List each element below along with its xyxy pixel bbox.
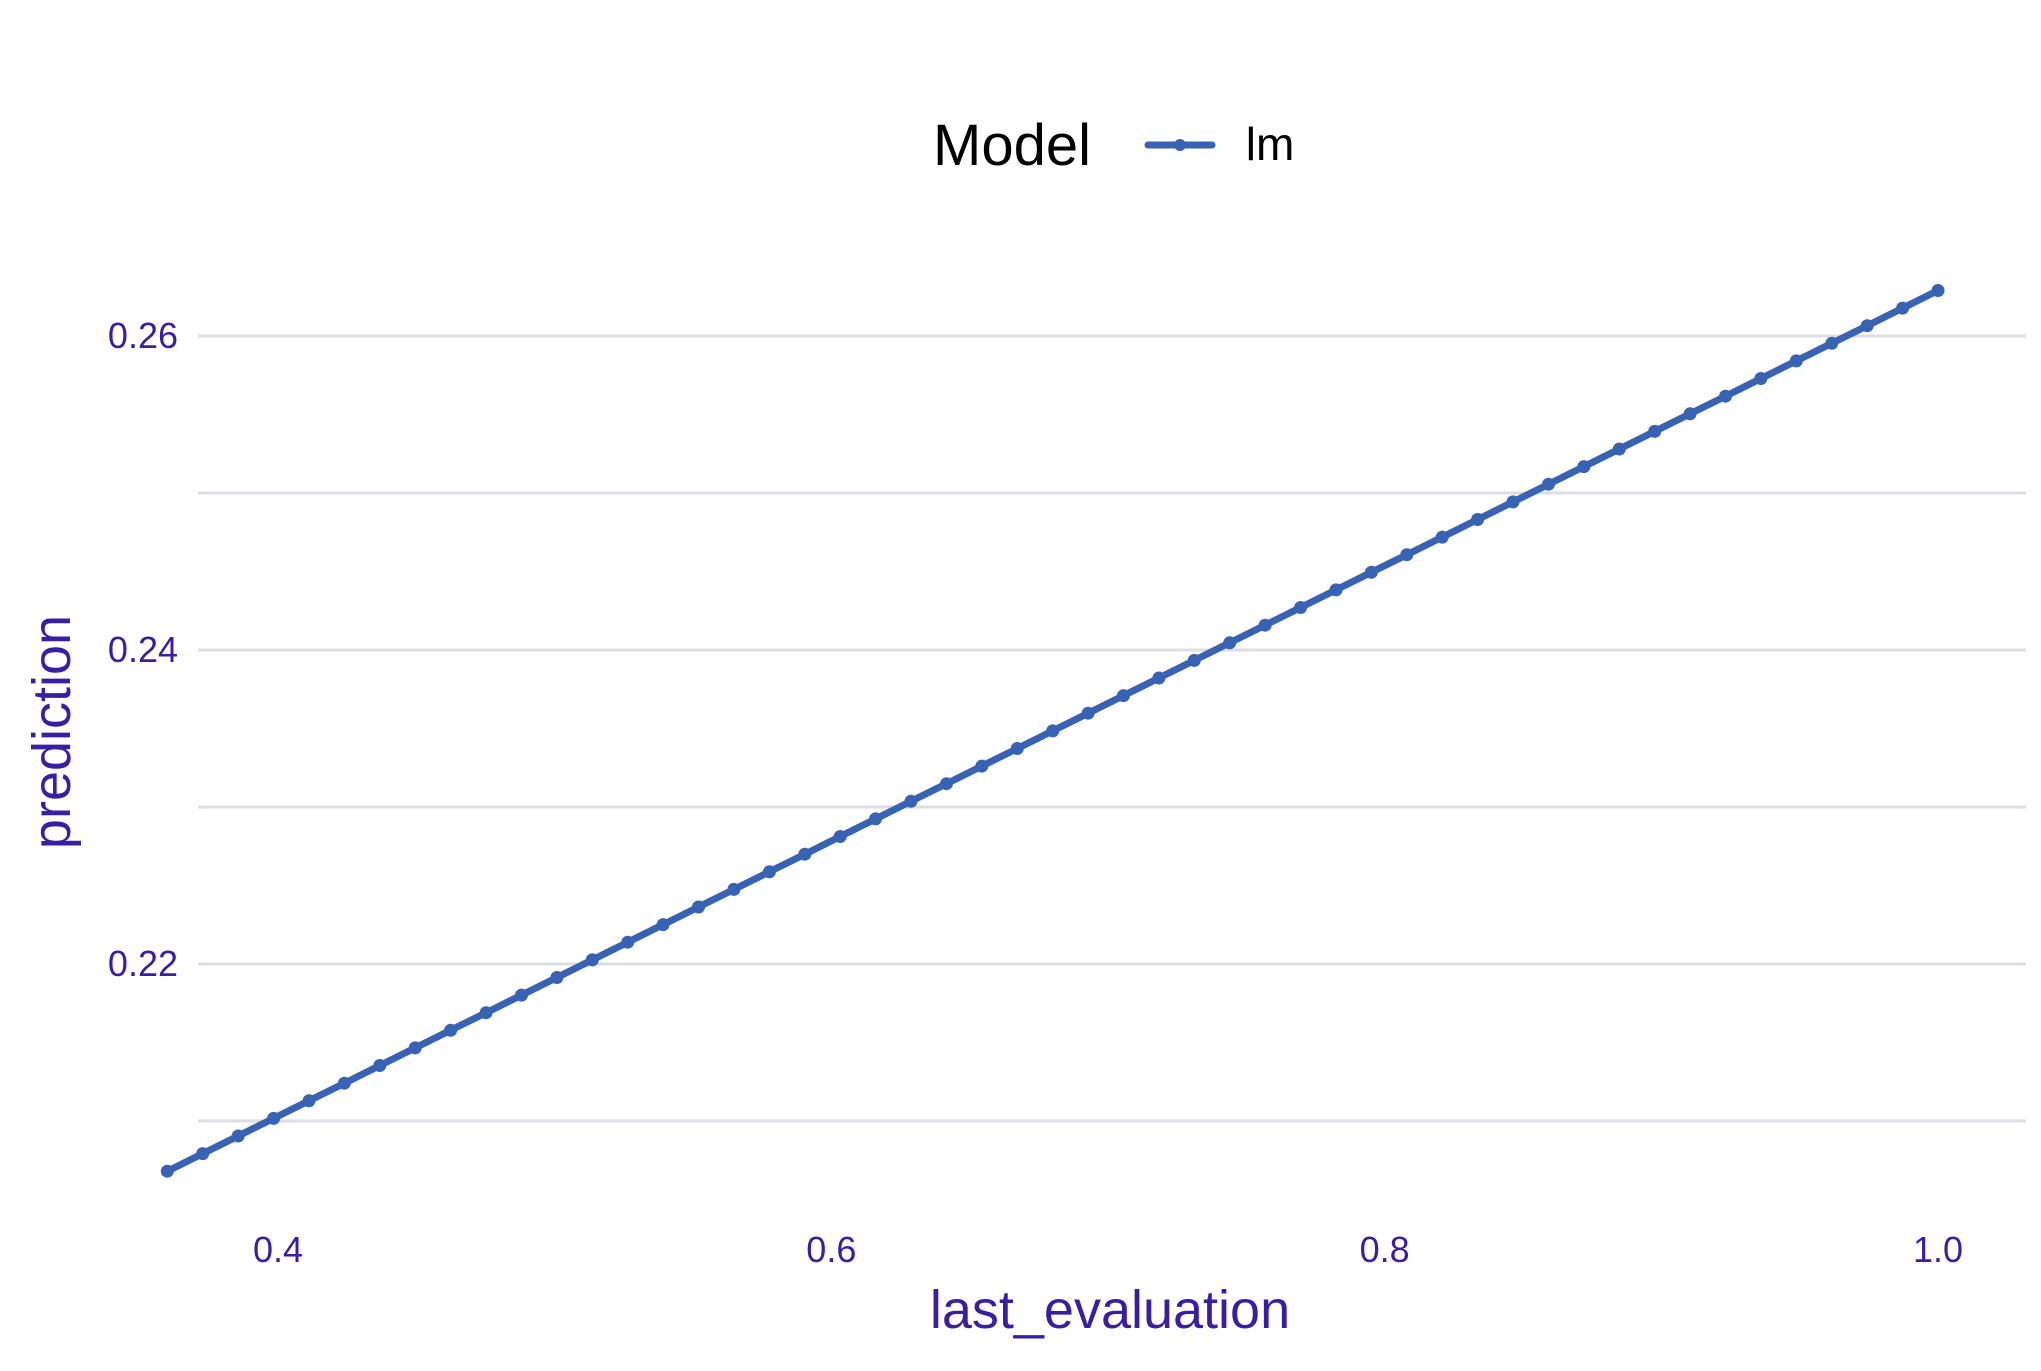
data-point [160,1164,174,1178]
data-point [1506,495,1520,509]
data-point [762,865,776,879]
data-point [1152,671,1166,685]
y-axis-title: prediction [22,615,82,849]
data-point [1400,548,1414,562]
legend-title: Model [933,113,1091,178]
data-point [196,1147,210,1161]
data-point [479,1006,493,1020]
x-tick-label: 1.0 [1913,1229,1963,1270]
data-point [1223,636,1237,650]
data-point [1435,530,1449,544]
data-point [1010,742,1024,755]
data-point [1364,565,1378,579]
data-point [373,1059,387,1072]
data-point [408,1041,422,1055]
data-point [1612,442,1626,456]
data-point [231,1129,245,1143]
x-tick-label: 0.8 [1360,1229,1410,1270]
legend-entry-lm: lm [1246,118,1295,170]
legend-key-point [1174,139,1186,151]
data-point [1294,601,1308,614]
data-point [869,812,883,826]
y-tick-label: 0.24 [108,629,178,670]
data-point [1258,618,1272,632]
data-point [1542,477,1555,491]
data-point [727,882,741,896]
data-point [904,794,918,808]
data-point [1081,706,1095,720]
data-point [1896,301,1910,315]
data-point [1860,319,1874,333]
y-tick-label: 0.22 [108,943,178,984]
data-point [515,988,528,1002]
data-point [337,1076,351,1090]
data-point [975,759,989,773]
data-point [692,900,705,914]
data-point [1719,389,1732,403]
data-point [621,935,635,949]
data-point [656,918,670,932]
series-lm [160,284,1945,1178]
data-point [585,953,599,967]
y-axis-ticks: 0.22 0.24 0.26 [108,315,178,984]
data-point [1329,583,1343,597]
data-point [302,1094,316,1108]
data-point [1471,513,1485,526]
x-axis-title: last_evaluation [930,1280,1290,1340]
data-point [939,777,953,791]
data-point [1046,724,1060,738]
data-point [1754,372,1768,385]
data-point [1683,407,1697,421]
data-point [1789,354,1803,368]
data-point [1117,689,1130,703]
data-point [1825,336,1839,350]
data-point [1577,460,1591,474]
y-tick-label: 0.26 [108,315,178,356]
x-tick-label: 0.6 [806,1229,856,1270]
data-point [267,1111,281,1125]
x-axis-ticks: 0.4 0.6 0.8 1.0 [253,1229,1963,1270]
data-point [444,1023,458,1037]
data-point [798,847,812,861]
legend: Model lm [933,113,1294,178]
data-point [1648,424,1662,438]
data-point [833,830,847,843]
gridlines [198,334,2026,1123]
data-point [1931,284,1945,297]
data-point [550,971,564,984]
x-tick-label: 0.4 [253,1229,303,1270]
data-point [1187,653,1201,667]
